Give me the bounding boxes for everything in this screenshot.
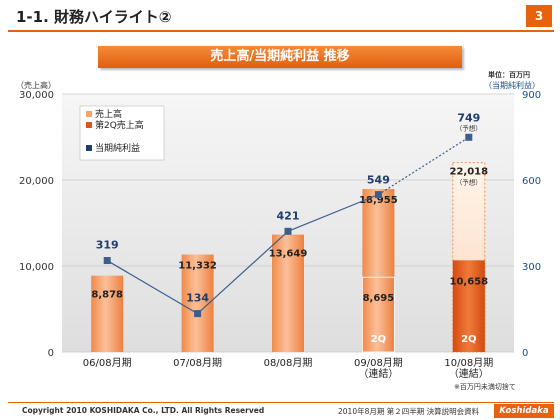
category-label: 07/08月期 [173, 357, 222, 369]
net-income-label: 134 [186, 292, 209, 305]
document-name: 2010年8月期 第２四半期 決算説明会資料 [338, 407, 480, 416]
sales-value-label: 8,878 [91, 290, 123, 301]
net-income-point [374, 191, 382, 199]
category-label: （連結） [358, 367, 398, 380]
net-income-label: 549 [367, 174, 390, 187]
right-axis-tick: 900 [522, 90, 541, 101]
net-income-line-segment [106, 260, 198, 315]
net-income-point [284, 227, 292, 235]
legend-swatch [86, 111, 92, 117]
net-income-point [194, 310, 202, 318]
q2-sales-bar [361, 276, 395, 353]
copyright-text: Copyright 2010 KOSHIDAKA Co., LTD. All R… [22, 406, 265, 415]
brand-logo: Koshidaka [494, 404, 554, 418]
sales-bar [272, 234, 304, 352]
net-income-line-segment [197, 230, 289, 315]
net-income-forecast-tag: （予想） [456, 123, 482, 132]
category-label: （連結） [449, 367, 489, 380]
right-axis-label: （当期純利益） [484, 81, 540, 90]
right-axis-tick: 0 [522, 348, 528, 359]
net-income-point [103, 257, 111, 265]
left-axis-label: （売上高） [16, 81, 56, 90]
legend-label: 売上高 [95, 108, 122, 120]
sales-value-label: 13,649 [269, 249, 308, 260]
q2-tag: 2Q [371, 334, 386, 345]
category-label: 10/08月期 [444, 357, 493, 369]
left-axis-tick: 20,000 [19, 176, 54, 187]
q2-sales-bar [452, 260, 485, 352]
sales-value-label: 11,332 [178, 261, 217, 272]
page-number: 3 [526, 5, 552, 27]
footer-divider [8, 402, 554, 403]
legend-swatch [86, 145, 92, 151]
category-label: 08/08月期 [264, 357, 313, 369]
right-axis-tick: 300 [522, 262, 541, 273]
rounding-note: ※百万円未満切捨て [454, 383, 516, 391]
net-income-label: 319 [96, 239, 119, 252]
sales-bar [91, 275, 124, 352]
left-axis-tick: 10,000 [19, 262, 54, 273]
unit-note: 単位：百万円 [488, 71, 530, 79]
header-divider [8, 30, 554, 32]
net-income-point [465, 133, 473, 141]
legend-label: 当期純利益 [95, 142, 140, 154]
net-income-label: 749 [457, 111, 480, 124]
right-axis-tick: 600 [522, 176, 541, 187]
category-label: 09/08月期 [354, 357, 403, 369]
legend-box [79, 105, 165, 161]
slide-header: 1-1. 財務ハイライト② 3 [0, 0, 560, 32]
slide-title: 1-1. 財務ハイライト② [16, 8, 172, 26]
sales-value-label: 22,018 [450, 167, 489, 178]
sales-value-label: 18,955 [359, 195, 398, 206]
chart-title: 売上高/当期純利益 推移 [98, 46, 462, 68]
net-income-label: 421 [277, 209, 300, 222]
q2-sales-label: 8,695 [363, 293, 395, 304]
net-income-forecast-segment [378, 136, 470, 196]
q2-tag: 2Q [461, 334, 476, 345]
category-label: 06/08月期 [83, 357, 132, 369]
legend-label: 第2Q売上高 [95, 119, 144, 131]
legend-swatch [86, 122, 92, 128]
left-axis-tick: 0 [48, 348, 54, 359]
net-income-line-segment [287, 194, 379, 232]
left-axis-tick: 30,000 [19, 90, 54, 101]
sales-forecast-tag: （予想） [456, 178, 482, 187]
q2-sales-label: 10,658 [450, 276, 489, 287]
